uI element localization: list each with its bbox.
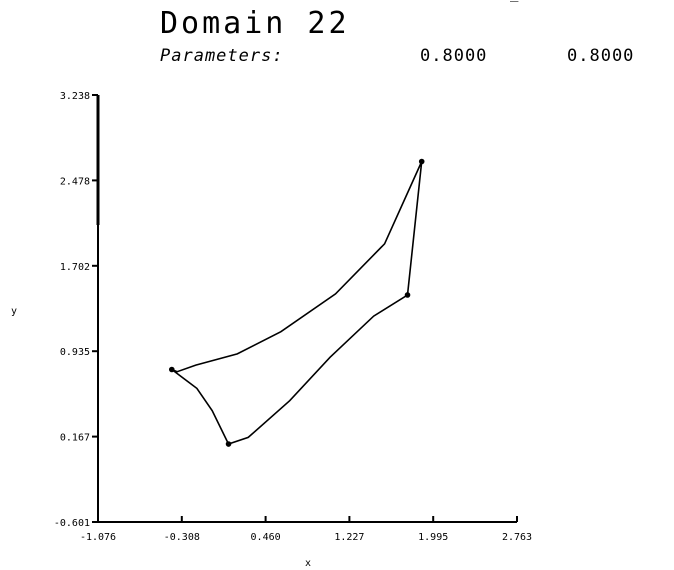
x-tick-label: 2.763 — [502, 532, 532, 543]
x-tick-label: 1.995 — [418, 532, 448, 543]
y-tick-label: -0.601 — [54, 518, 90, 529]
y-ticks: 3.238 2.478 1.702 0.935 0.167 -0.601 — [54, 91, 98, 529]
y-tick-label: 2.478 — [60, 176, 90, 187]
x-tick-label: 0.460 — [251, 532, 281, 543]
y-axis-label: y — [11, 306, 17, 317]
y-tick-label: 0.167 — [60, 433, 90, 444]
vertex-point — [226, 441, 232, 447]
vertex-point — [405, 292, 411, 298]
x-axis-label: x — [305, 558, 311, 569]
domain-boundary-line — [172, 162, 422, 445]
x-tick-label: 1.227 — [334, 532, 364, 543]
vertex-point — [169, 367, 175, 373]
y-tick-label: 1.702 — [60, 262, 90, 273]
vertex-point — [419, 159, 425, 165]
x-tick-label: -1.076 — [80, 532, 116, 543]
x-ticks: -1.076 -0.308 0.460 1.227 1.995 2.763 — [80, 516, 532, 543]
y-tick-label: 3.238 — [60, 91, 90, 102]
x-tick-label: -0.308 — [164, 532, 200, 543]
y-tick-label: 0.935 — [60, 347, 90, 358]
